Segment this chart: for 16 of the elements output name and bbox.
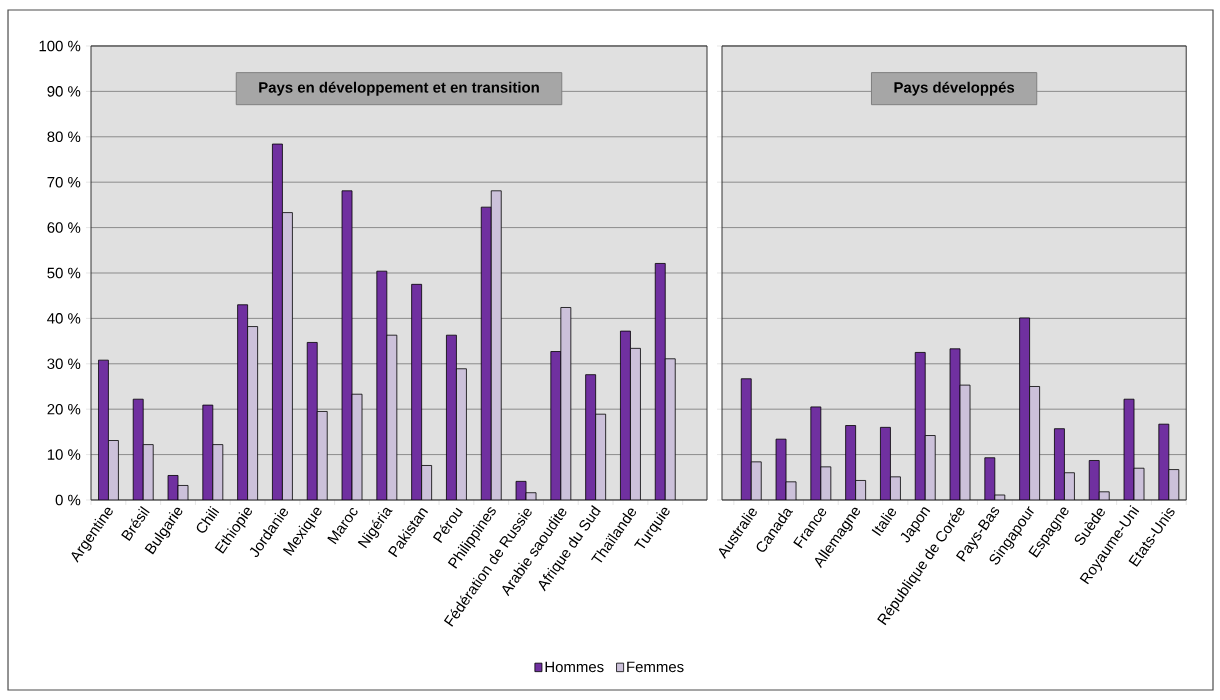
legend-label: Femmes: [627, 661, 684, 673]
y-tick-label: 30 %: [47, 358, 81, 370]
bar: [272, 143, 283, 500]
y-tick-label: 20 %: [47, 403, 81, 415]
text: Pays développés: [894, 81, 1015, 96]
y-tick-label: 40 %: [47, 313, 81, 324]
y-tick-label: 50 %: [47, 267, 81, 279]
y-tick-label: 10 %: [47, 449, 81, 460]
text: Pays en développement et en transition: [259, 81, 539, 96]
y-tick-label: 60 %: [47, 222, 81, 233]
y-tick-label: 0 %: [55, 494, 81, 506]
y-tick-label: 80 %: [47, 131, 81, 143]
y-tick-label: 70 %: [47, 176, 81, 188]
y-tick-label: 90 %: [47, 86, 81, 97]
y-tick-label: 100 %: [39, 40, 81, 52]
legend-label: Hommes: [545, 661, 604, 673]
